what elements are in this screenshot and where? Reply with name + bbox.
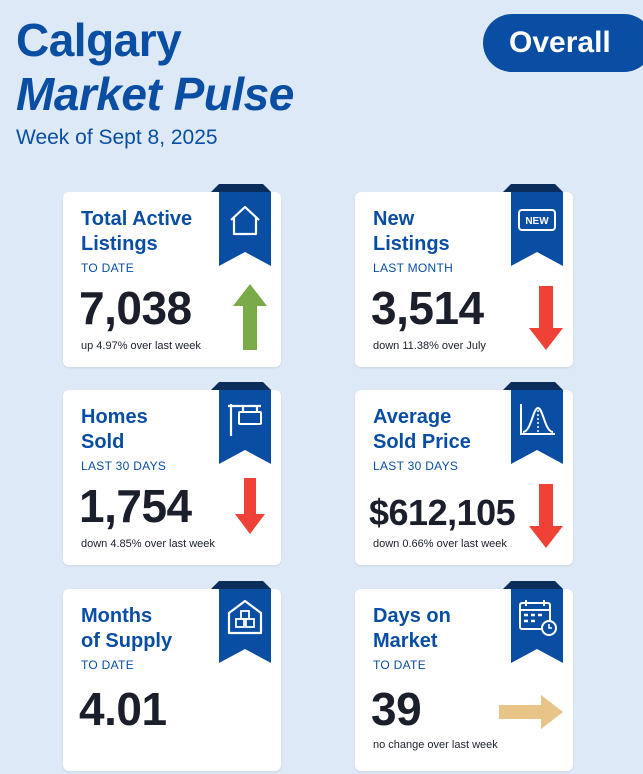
card-label: New Listings	[373, 208, 450, 255]
card-change: down 0.66% over last week	[373, 538, 507, 550]
sold-sign-icon	[211, 382, 271, 464]
card-label: Months of Supply	[81, 605, 173, 652]
down-arrow-icon	[529, 484, 563, 548]
card-change: down 11.38% over July	[373, 340, 486, 352]
card-homes-sold: Homes Sold LAST 30 DAYS 1,754 down 4.85%…	[63, 382, 281, 565]
card-value: 7,038	[79, 282, 192, 334]
overall-badge: Overall	[483, 14, 643, 72]
page-subtitle: Week of Sept 8, 2025	[16, 126, 218, 149]
card-label: Average Sold Price	[373, 406, 471, 453]
card-months-of-supply: Months of Supply TO DATE 4.01	[63, 581, 281, 771]
page-title-line1: Calgary	[16, 14, 182, 66]
new-badge-text: NEW	[525, 216, 549, 227]
card-value: 3,514	[371, 282, 484, 334]
card-value: 1,754	[79, 480, 192, 532]
card-period: LAST 30 DAYS	[373, 459, 459, 473]
card-value: 4.01	[79, 683, 167, 735]
new-badge-icon: NEW	[503, 184, 563, 266]
card-period: LAST 30 DAYS	[81, 459, 167, 473]
down-arrow-icon	[235, 478, 265, 534]
card-average-sold-price: Average Sold Price LAST 30 DAYS $612,105…	[355, 382, 573, 565]
card-change: up 4.97% over last week	[81, 340, 201, 352]
card-total-active-listings: Total Active Listings TO DATE 7,038 up 4…	[63, 184, 281, 367]
card-label: Total Active Listings	[81, 208, 193, 255]
card-period: TO DATE	[373, 658, 426, 672]
card-period: LAST MONTH	[373, 261, 454, 275]
up-arrow-icon	[233, 284, 267, 350]
warehouse-icon	[211, 581, 271, 663]
card-change: down 4.85% over last week	[81, 538, 215, 550]
card-value: 39	[371, 683, 422, 735]
card-label: Homes Sold	[81, 406, 148, 453]
card-days-on-market: Days on Market TO DATE 39 no change over…	[355, 581, 573, 771]
down-arrow-icon	[529, 286, 563, 350]
card-period: TO DATE	[81, 658, 134, 672]
right-arrow-icon	[499, 695, 563, 729]
house-icon	[211, 184, 271, 266]
card-label: Days on Market	[373, 605, 451, 652]
card-change: no change over last week	[373, 739, 498, 751]
card-period: TO DATE	[81, 261, 134, 275]
distribution-chart-icon	[503, 382, 563, 464]
card-new-listings: NEW New Listings LAST MONTH 3,514 down 1…	[355, 184, 573, 367]
page-title-line2: Market Pulse	[16, 68, 294, 120]
calendar-clock-icon	[503, 581, 563, 663]
card-value: $612,105	[369, 492, 516, 533]
